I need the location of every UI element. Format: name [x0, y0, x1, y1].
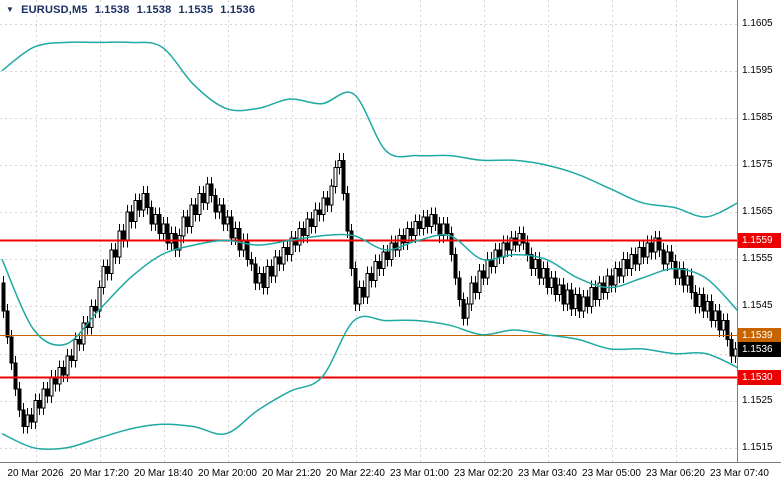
grid-layer — [0, 0, 737, 462]
resistance-price-badge: 1.1559 — [738, 233, 781, 249]
price-axis-label: 1.1595 — [742, 64, 773, 76]
price-axis-label: 1.1515 — [742, 441, 773, 453]
time-axis-label: 20 Mar 2026 — [7, 468, 64, 479]
time-axis-label: 23 Mar 06:20 — [646, 468, 705, 479]
bollinger-lower-line — [1, 315, 737, 451]
price-axis-label: 1.1525 — [742, 394, 773, 406]
symbol-header: ▼ EURUSD,M5 1.1538 1.1538 1.1535 1.1536 — [6, 4, 262, 16]
symbol-label: EURUSD,M5 — [21, 4, 88, 16]
pivot-price-badge: 1.1539 — [738, 327, 781, 343]
price-axis-label: 1.1575 — [742, 159, 773, 170]
chevron-down-icon: ▼ — [6, 5, 15, 14]
quote-close: 1.1536 — [220, 4, 256, 16]
time-axis-label: 23 Mar 07:40 — [710, 468, 769, 479]
candles-layer — [1, 153, 737, 434]
quote-low: 1.1535 — [178, 4, 214, 16]
time-axis-label: 20 Mar 17:20 — [70, 468, 129, 479]
bid-price-badge: 1.1536 — [738, 341, 781, 357]
time-axis-label: 23 Mar 02:20 — [454, 468, 513, 479]
bollinger-middle-line — [1, 233, 737, 346]
time-axis-label: 20 Mar 22:40 — [326, 468, 385, 479]
time-axis-label: 23 Mar 03:40 — [518, 468, 577, 479]
quote-high: 1.1538 — [136, 4, 172, 16]
time-axis-label: 20 Mar 21:20 — [262, 468, 321, 479]
price-axis-label: 1.1545 — [742, 300, 773, 312]
support-price-badge: 1.1530 — [738, 370, 781, 386]
price-axis-label: 1.1565 — [742, 206, 773, 218]
time-axis-label: 23 Mar 05:00 — [582, 468, 641, 479]
price-axis-label: 1.1605 — [742, 17, 773, 29]
time-axis-label: 20 Mar 20:00 — [198, 468, 257, 479]
time-axis[interactable]: 20 Mar 2026 20 Mar 17:20 20 Mar 18:40 20 Ma… — [0, 462, 781, 489]
price-axis[interactable]: 1.1605 1.1595 1.1585 1.1575 1.1565 1.1555 1.15… — [737, 0, 781, 462]
time-axis-label: 20 Mar 18:40 — [134, 468, 193, 479]
bollinger-upper-line — [1, 41, 737, 218]
quote-open: 1.1538 — [94, 4, 130, 16]
price-axis-label: 1.1585 — [742, 111, 773, 123]
time-axis-label: 23 Mar 01:00 — [390, 468, 449, 479]
price-chart[interactable] — [0, 0, 737, 462]
price-axis-label: 1.1555 — [742, 253, 773, 265]
